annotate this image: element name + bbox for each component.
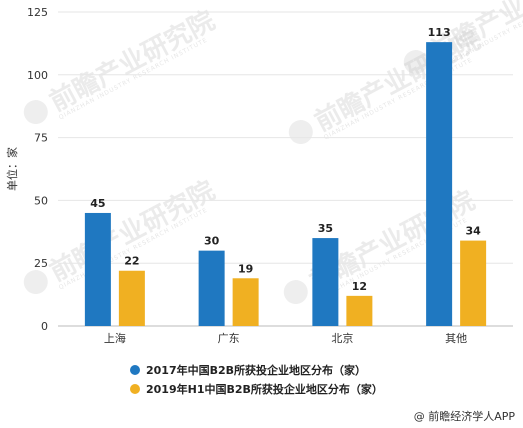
bar-data-label: 19 bbox=[238, 262, 253, 275]
category-label: 其他 bbox=[445, 332, 467, 345]
watermark-logo-icon bbox=[23, 270, 48, 295]
bar-series1-0 bbox=[84, 212, 111, 326]
watermark-text: 前瞻产业研究院 bbox=[45, 5, 220, 118]
y-tick-label: 100 bbox=[27, 69, 48, 82]
bar-series2-2 bbox=[346, 295, 373, 326]
category-label: 广东 bbox=[218, 332, 240, 345]
bars: 45 22 30 19 35 12 113 34 bbox=[84, 26, 487, 326]
legend-marker bbox=[130, 384, 140, 394]
watermark-logo-icon bbox=[403, 50, 428, 75]
y-tick-label: 0 bbox=[41, 320, 48, 333]
watermark-logo-icon bbox=[23, 100, 48, 125]
bar-data-label: 113 bbox=[428, 26, 451, 39]
bar-series1-1 bbox=[198, 250, 225, 326]
category-labels: 上海 广东 北京 其他 bbox=[104, 331, 467, 345]
source-label: @ 前瞻经济学人APP bbox=[414, 409, 516, 423]
y-axis-ticks: 0 25 50 75 100 125 bbox=[27, 6, 48, 333]
category-label: 上海 bbox=[104, 331, 126, 345]
bar-series2-1 bbox=[232, 278, 259, 326]
watermark-logo-icon bbox=[283, 280, 308, 305]
bar-series2-3 bbox=[460, 240, 487, 326]
bar-data-label: 22 bbox=[124, 255, 139, 268]
y-tick-label: 50 bbox=[34, 194, 48, 207]
y-tick-label: 125 bbox=[27, 6, 48, 19]
y-tick-label: 75 bbox=[34, 132, 48, 145]
bar-data-label: 12 bbox=[352, 280, 367, 293]
legend-label: 2017年中国B2B所获投企业地区分布（家） bbox=[146, 363, 366, 377]
bar-series1-2 bbox=[312, 238, 339, 326]
bar-data-label: 34 bbox=[465, 225, 481, 238]
legend-label: 2019年H1中国B2B所获投企业地区分布（家） bbox=[146, 382, 383, 396]
bar-data-label: 35 bbox=[318, 222, 333, 235]
watermark-logo-icon bbox=[288, 120, 313, 145]
y-axis-label: 单位：家 bbox=[5, 147, 19, 191]
legend: 2017年中国B2B所获投企业地区分布（家） 2019年H1中国B2B所获投企业地… bbox=[130, 363, 383, 396]
bar-series2-0 bbox=[118, 270, 145, 326]
bar-data-label: 30 bbox=[204, 235, 220, 248]
legend-marker bbox=[130, 365, 140, 375]
y-tick-label: 25 bbox=[34, 257, 48, 270]
bar-series1-3 bbox=[426, 42, 453, 326]
bar-data-label: 45 bbox=[90, 197, 105, 210]
category-label: 北京 bbox=[331, 331, 353, 345]
